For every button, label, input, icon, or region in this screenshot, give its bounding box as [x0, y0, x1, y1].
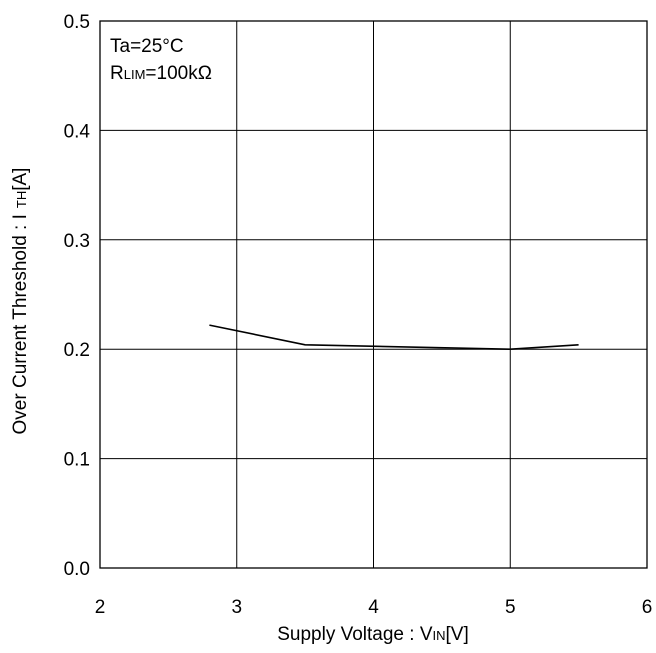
annotation-rlim: RLIM=100kΩ [110, 63, 212, 84]
plot-frame [99, 20, 648, 569]
series-group [209, 324, 579, 351]
x-axis-label-main: Supply Voltage : V [277, 624, 433, 645]
annotation-rlim-value: =100kΩ [145, 63, 212, 84]
grid-lines [100, 21, 647, 568]
x-tick-label-2: 4 [368, 597, 379, 618]
x-tick-label-1: 3 [231, 597, 242, 618]
x-axis-label-sub: IN [433, 628, 446, 643]
y-tick-label-3: 0.3 [64, 231, 90, 252]
x-axis-label: Supply Voltage : VIN[V] [277, 624, 469, 645]
x-tick-labels: 2 3 4 5 6 [95, 597, 653, 618]
x-tick-label-3: 5 [505, 597, 516, 618]
y-tick-label-0: 0.0 [64, 559, 90, 580]
y-axis-label-unit: [A] [10, 168, 31, 191]
x-tick-label-4: 6 [642, 597, 653, 618]
annotation-rlim-sub: LIM [124, 67, 146, 82]
y-tick-labels: 0.0 0.1 0.2 0.3 0.4 0.5 [64, 12, 91, 580]
y-tick-label-2: 0.2 [64, 340, 90, 361]
x-tick-label-0: 2 [95, 597, 106, 618]
y-tick-label-1: 0.1 [64, 450, 90, 471]
series-line-0 [209, 324, 579, 351]
y-axis-label-main: Over Current Threshold : I [10, 214, 31, 434]
y-tick-label-4: 0.4 [64, 121, 91, 142]
y-tick-label-5: 0.5 [64, 12, 90, 33]
x-axis-label-unit: [V] [446, 624, 469, 645]
annotation-temp: Ta=25°C [110, 36, 184, 57]
y-axis-label-sub: TH [14, 191, 29, 208]
annotation-rlim-main: R [110, 63, 124, 84]
y-axis-label: Over Current Threshold : I TH[A] [10, 168, 31, 435]
